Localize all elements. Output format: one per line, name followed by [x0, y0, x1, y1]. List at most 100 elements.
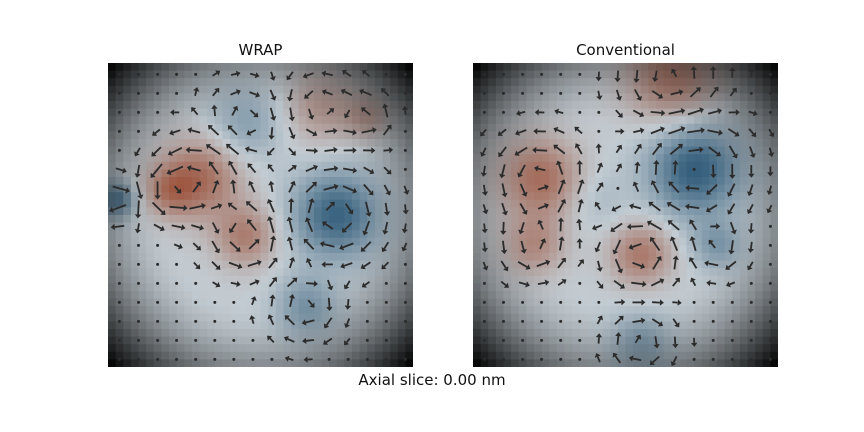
vector-arrow [192, 184, 200, 193]
vector-arrowhead [728, 250, 735, 255]
vector-arrowhead [748, 67, 755, 73]
vector-arrow [501, 183, 506, 194]
vector-dot [213, 338, 217, 342]
vector-arrow [520, 222, 525, 231]
vector-arrowhead [386, 124, 392, 130]
vector-arrowhead [594, 201, 600, 208]
vector-arrowhead [381, 264, 387, 270]
vector-arrowhead [525, 281, 530, 288]
vector-arrow [135, 181, 142, 196]
vector-arrow [482, 128, 487, 134]
vector-arrowhead [381, 247, 388, 253]
vector-arrow [305, 319, 315, 324]
vector-arrow [323, 167, 335, 172]
vector-arrow [342, 242, 354, 249]
vector-arrowhead [255, 91, 260, 98]
vector-arrow [691, 239, 697, 251]
vector-arrowhead [342, 227, 348, 233]
vector-arrow [556, 128, 565, 134]
vector-arrow [270, 127, 274, 136]
vector-arrowhead [518, 229, 525, 235]
vector-arrowhead [640, 317, 646, 324]
vector-arrow [363, 166, 372, 173]
vector-dot [213, 357, 217, 361]
vector-arrowhead [402, 210, 409, 215]
vector-arrowhead [311, 181, 317, 187]
vector-arrow [287, 338, 295, 343]
vector-arrowhead [270, 95, 277, 101]
vector-arrow [343, 262, 353, 267]
vector-arrow [577, 261, 583, 268]
vector-arrowhead [289, 134, 296, 140]
vector-arrow [289, 297, 293, 307]
vector-dot [711, 319, 715, 323]
vector-dot [251, 338, 255, 342]
vector-dot [502, 72, 505, 76]
vector-dot [749, 300, 753, 304]
vector-arrowhead [186, 165, 192, 172]
vector-arrowhead [704, 260, 709, 267]
vector-arrowhead [729, 67, 736, 72]
vector-arrow [688, 205, 700, 209]
vector-arrowhead [333, 127, 338, 135]
vector-dot [482, 110, 486, 114]
vector-dot [768, 224, 772, 228]
vector-arrowhead [501, 192, 508, 198]
vector-arrow [596, 241, 602, 250]
vector-dot [117, 319, 121, 323]
vector-arrowhead [561, 279, 567, 285]
vector-dot [578, 300, 582, 304]
vector-dot [327, 357, 331, 361]
vector-arrowhead [321, 89, 327, 96]
vector-arrow [153, 223, 162, 230]
vector-arrow [500, 260, 507, 269]
vector-dot [175, 281, 179, 285]
vector-arrow [613, 279, 623, 287]
vector-arrow [750, 223, 753, 230]
vector-arrow [326, 110, 332, 115]
vector-arrowhead [228, 160, 234, 166]
vector-arrow [749, 261, 754, 268]
vector-arrowhead [749, 153, 756, 158]
vector-dot [521, 319, 525, 323]
vector-arrow [344, 71, 352, 78]
vector-arrow [211, 261, 219, 268]
vector-arrowhead [480, 151, 486, 157]
vector-arrowhead [617, 268, 624, 274]
vector-dot [194, 338, 198, 342]
vector-dot [559, 300, 563, 304]
vector-dot [578, 91, 582, 95]
vector-arrowhead [641, 299, 646, 306]
vector-arrowhead [321, 261, 326, 268]
vector-arrowhead [677, 299, 682, 306]
vector-dot [502, 91, 505, 95]
vector-arrow [651, 239, 661, 252]
vector-arrowhead [621, 299, 626, 306]
vector-dot [175, 338, 179, 342]
vector-arrow [483, 184, 486, 193]
vector-arrowhead [322, 221, 328, 227]
vector-arrowhead [667, 220, 673, 226]
vector-arrow [768, 185, 772, 192]
vector-arrow [269, 219, 275, 233]
vector-arrowhead [522, 209, 528, 215]
vector-dot [251, 357, 255, 361]
vector-arrow [212, 281, 218, 286]
vector-arrowhead [361, 107, 367, 113]
vector-arrowhead [110, 223, 116, 231]
vector-arrowhead [597, 162, 604, 168]
vector-arrow [729, 90, 735, 97]
vector-arrow [307, 220, 314, 233]
vector-arrow [345, 280, 351, 287]
vector-arrow [727, 128, 737, 135]
vector-dot [175, 319, 179, 323]
vector-dot [768, 357, 772, 361]
vector-arrow [383, 184, 389, 193]
vector-arrowhead [270, 116, 277, 121]
vector-arrow [230, 72, 237, 76]
vector-arrow [559, 240, 563, 251]
vector-dot [768, 243, 772, 247]
vector-arrow [363, 241, 372, 250]
vector-arrowhead [642, 280, 647, 288]
vector-dot [117, 281, 121, 285]
